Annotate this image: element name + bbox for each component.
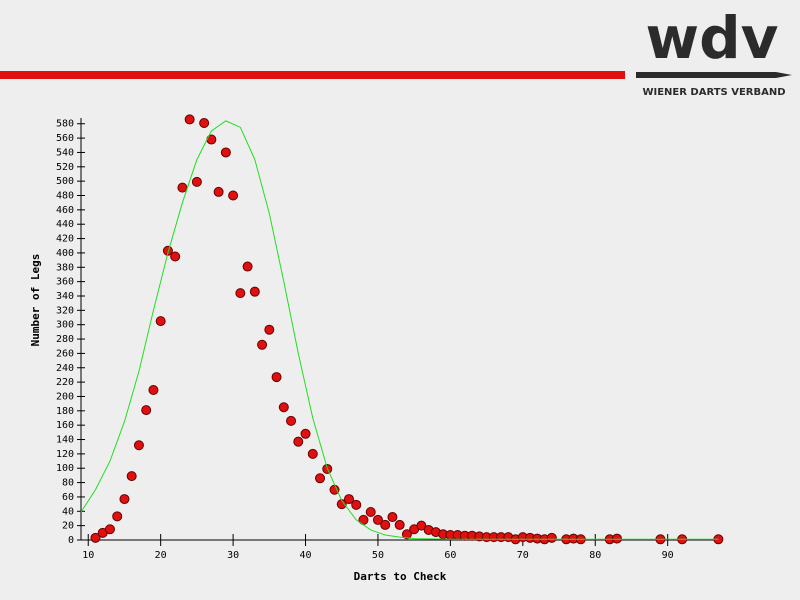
y-tick-label: 60 bbox=[62, 492, 74, 503]
data-point bbox=[264, 324, 275, 335]
data-point bbox=[177, 182, 188, 193]
data-point bbox=[155, 316, 166, 327]
y-tick-label: 80 bbox=[62, 478, 74, 489]
data-point bbox=[380, 519, 391, 530]
y-tick-label: 460 bbox=[56, 205, 74, 216]
y-tick-label: 180 bbox=[56, 406, 74, 417]
data-point bbox=[401, 529, 412, 540]
data-point bbox=[90, 532, 101, 543]
data-point bbox=[162, 245, 173, 256]
data-point bbox=[365, 507, 376, 518]
y-tick-label: 100 bbox=[56, 463, 74, 474]
y-tick-label: 540 bbox=[56, 147, 74, 158]
x-axis-label: Darts to Check bbox=[354, 570, 447, 583]
data-point bbox=[141, 405, 152, 416]
y-tick-label: 280 bbox=[56, 334, 74, 345]
y-tick-label: 220 bbox=[56, 377, 74, 388]
data-point bbox=[315, 473, 326, 484]
data-point bbox=[249, 286, 260, 297]
y-tick-label: 420 bbox=[56, 234, 74, 245]
data-point bbox=[416, 520, 427, 531]
data-point bbox=[611, 533, 622, 544]
y-tick-label: 300 bbox=[56, 320, 74, 331]
data-point bbox=[170, 251, 181, 262]
data-point bbox=[271, 372, 282, 383]
y-axis-label: Number of Legs bbox=[29, 254, 42, 347]
x-tick-label: 70 bbox=[517, 550, 529, 561]
y-tick-label: 260 bbox=[56, 348, 74, 359]
data-point bbox=[242, 261, 253, 272]
data-point bbox=[220, 147, 231, 158]
data-point bbox=[343, 494, 354, 505]
x-tick-label: 60 bbox=[444, 550, 456, 561]
y-tick-label: 160 bbox=[56, 420, 74, 431]
y-tick-label: 360 bbox=[56, 277, 74, 288]
x-tick-label: 80 bbox=[589, 550, 601, 561]
logo-mark: wdv bbox=[646, 4, 779, 72]
data-point bbox=[104, 524, 115, 535]
data-point bbox=[191, 176, 202, 187]
x-tick-label: 10 bbox=[82, 550, 94, 561]
data-point bbox=[293, 436, 304, 447]
data-point bbox=[372, 514, 383, 525]
data-point bbox=[112, 511, 123, 522]
y-tick-label: 140 bbox=[56, 435, 74, 446]
x-tick-label: 50 bbox=[372, 550, 384, 561]
data-point bbox=[387, 512, 398, 523]
data-point bbox=[351, 499, 362, 510]
data-point bbox=[278, 402, 289, 413]
y-tick-label: 580 bbox=[56, 119, 74, 130]
fit-line bbox=[80, 120, 719, 540]
data-point bbox=[148, 385, 159, 396]
data-point bbox=[257, 339, 268, 350]
y-tick-label: 400 bbox=[56, 248, 74, 259]
y-tick-label: 560 bbox=[56, 133, 74, 144]
y-tick-label: 20 bbox=[62, 521, 74, 532]
y-tick-label: 0 bbox=[68, 535, 74, 546]
x-tick-label: 30 bbox=[227, 550, 239, 561]
data-point bbox=[235, 288, 246, 299]
logo-dart-tip bbox=[776, 72, 792, 78]
data-point bbox=[228, 190, 239, 201]
y-tick-label: 240 bbox=[56, 363, 74, 374]
y-tick-label: 320 bbox=[56, 305, 74, 316]
y-tick-label: 340 bbox=[56, 291, 74, 302]
y-tick-label: 120 bbox=[56, 449, 74, 460]
data-point bbox=[546, 532, 557, 543]
data-point bbox=[119, 494, 130, 505]
x-tick-label: 20 bbox=[155, 550, 167, 561]
header-bar bbox=[0, 71, 625, 79]
data-point bbox=[286, 415, 297, 426]
y-tick-label: 520 bbox=[56, 162, 74, 173]
logo-name: WIENER DARTS VERBAND bbox=[642, 87, 785, 98]
y-tick-label: 440 bbox=[56, 219, 74, 230]
data-point bbox=[329, 484, 340, 495]
y-tick-label: 500 bbox=[56, 176, 74, 187]
data-point bbox=[133, 440, 144, 451]
data-point bbox=[300, 428, 311, 439]
x-tick-label: 90 bbox=[662, 550, 674, 561]
logo-dart bbox=[636, 72, 776, 78]
data-point bbox=[199, 118, 210, 129]
y-tick-label: 480 bbox=[56, 191, 74, 202]
data-point bbox=[126, 471, 137, 482]
y-tick-label: 200 bbox=[56, 391, 74, 402]
data-point bbox=[184, 114, 195, 125]
y-tick-label: 380 bbox=[56, 262, 74, 273]
data-point bbox=[394, 519, 405, 530]
data-point bbox=[307, 448, 318, 459]
data-point bbox=[213, 186, 224, 197]
x-tick-label: 40 bbox=[300, 550, 312, 561]
y-tick-label: 40 bbox=[62, 506, 74, 517]
